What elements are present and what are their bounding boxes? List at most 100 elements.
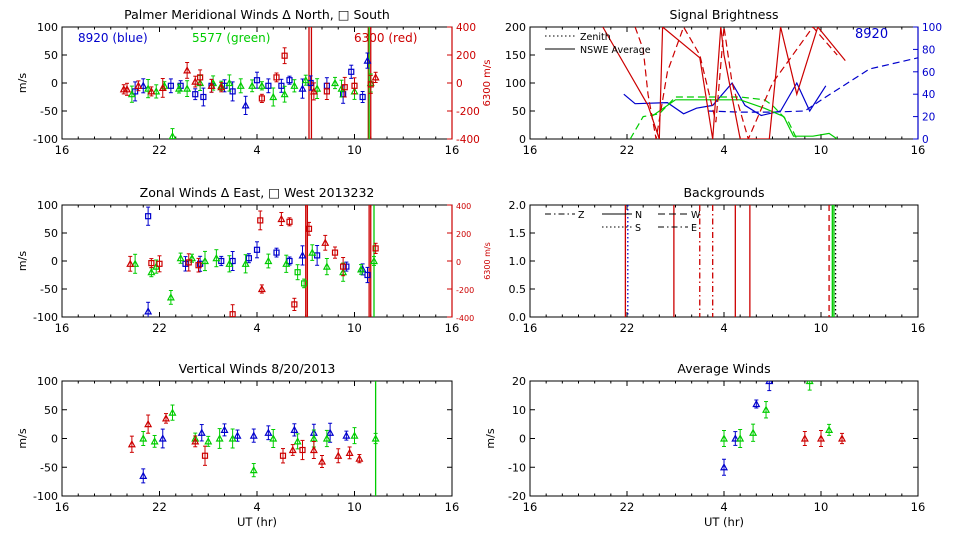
data-point-square [145, 213, 152, 220]
x-tick-label: 22 [620, 143, 635, 157]
data-point-triangle [248, 81, 257, 89]
data-point-square [245, 255, 252, 262]
plot-frame [529, 204, 919, 318]
data-point-square [185, 259, 192, 266]
y-tick-label: -50 [40, 461, 58, 474]
data-point-square [182, 260, 189, 267]
y-axis-label: m/s [16, 251, 29, 271]
x-axis-label: UT (hr) [704, 515, 744, 529]
x-tick-label: 16 [55, 143, 70, 157]
data-point-square [351, 82, 358, 89]
data-point-triangle [269, 434, 278, 442]
data-point-triangle [139, 81, 148, 89]
chart-title: Average Winds [677, 361, 770, 376]
y-tick-label: -100 [33, 311, 58, 324]
data-point-square [372, 245, 379, 252]
data-point-triangle [249, 431, 258, 439]
y-tick-label: 0 [51, 255, 58, 268]
data-point-triangle [816, 434, 826, 442]
plot-frame [529, 26, 919, 140]
data-point-triangle [150, 437, 159, 445]
y-tick-label: 1.0 [509, 255, 527, 268]
legend-average: NSWE Average [580, 45, 651, 56]
x-tick-label: 16 [55, 321, 70, 335]
y-tick-label: 20 [512, 375, 526, 388]
data-point-square [341, 84, 348, 91]
data-point-triangle [277, 214, 286, 223]
x-tick-label: 10 [814, 500, 829, 514]
data-point-triangle [800, 434, 809, 442]
x-tick-label: 16 [911, 500, 926, 514]
x-tick-label: 16 [445, 321, 460, 335]
data-point-triangle [127, 439, 136, 448]
y-tick-label: 100 [37, 21, 58, 34]
data-point-square [286, 218, 293, 225]
plot-area [624, 205, 837, 317]
data-point-triangle [288, 445, 297, 454]
chart-title: Vertical Winds 8/20/2013 [179, 361, 336, 376]
data-point-square [343, 263, 350, 270]
data-point-triangle [228, 434, 237, 442]
data-point-triangle [168, 408, 177, 416]
data-point-triangle [168, 131, 177, 139]
x-tick-label: 4 [253, 321, 260, 335]
data-point-triangle [204, 437, 213, 445]
data-point-triangle [719, 434, 729, 442]
station-label: 8920 [855, 27, 888, 42]
data-point-triangle [144, 419, 153, 428]
data-point-square [348, 68, 355, 75]
plot-area [719, 381, 847, 476]
y-right-tick-label: -400 [456, 134, 480, 146]
data-point-square [192, 91, 199, 98]
y-right-tick-label: 400 [456, 22, 476, 34]
data-point-triangle [131, 259, 140, 267]
data-point-triangle [269, 92, 278, 101]
data-point-triangle [342, 431, 351, 439]
data-point-square [258, 95, 265, 102]
data-point-triangle [355, 454, 364, 462]
y-tick-label: -50 [40, 283, 58, 296]
data-point-square [305, 225, 313, 232]
y-axis-label: m/s [16, 73, 29, 93]
data-point-triangle [215, 434, 224, 442]
data-point-square [265, 82, 272, 89]
y-tick-label: 0 [519, 133, 526, 146]
data-point-square [364, 271, 371, 279]
data-point-square [195, 262, 202, 269]
plot-area [127, 381, 380, 496]
y-tick-label: -50 [40, 105, 58, 118]
y-tick-label: -100 [33, 490, 58, 503]
data-point-triangle [134, 81, 143, 89]
data-point-triangle [749, 428, 758, 436]
series-line-blue-dashed [707, 57, 918, 113]
data-point-triangle [321, 238, 330, 246]
data-point-triangle [282, 259, 291, 267]
data-point-triangle [371, 434, 380, 442]
legend-label: Z [578, 210, 585, 221]
data-point-square [273, 74, 280, 81]
data-point-triangle [309, 87, 318, 95]
chart-title: Backgrounds [683, 185, 764, 200]
x-tick-label: 16 [523, 500, 538, 514]
x-tick-label: 10 [347, 321, 362, 335]
y-tick-label: -10 [508, 461, 526, 474]
data-point-square [331, 249, 339, 256]
data-point-triangle [762, 405, 771, 413]
data-point-square [301, 280, 308, 287]
y-axis-label: m/s [16, 428, 29, 448]
legend-label: N [635, 210, 642, 221]
data-point-square [201, 452, 209, 459]
y-right-tick-label: 100 [922, 22, 942, 34]
data-point-square [279, 452, 287, 459]
data-point-triangle [183, 66, 192, 74]
x-tick-label: 16 [911, 321, 926, 335]
legend-red: 6300 (red) [354, 31, 417, 45]
data-point-triangle [236, 81, 245, 89]
y-right-tick-label: 60 [922, 67, 935, 79]
chart-average: Average Winds 16 22 4 10 16 20 10 0 -10 -20 m/s UT (… [484, 361, 925, 529]
data-point-triangle [838, 434, 847, 442]
data-point-triangle [144, 84, 153, 92]
y-right-tick-label: 200 [456, 50, 476, 62]
data-point-triangle [241, 259, 250, 267]
